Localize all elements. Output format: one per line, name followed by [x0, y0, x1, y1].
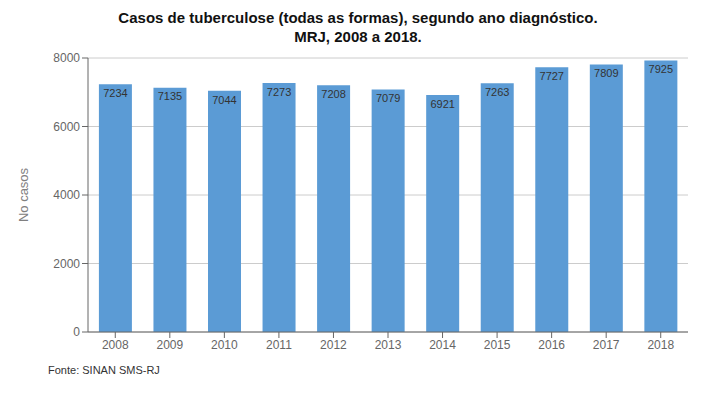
html-text:MRJ, 2008 a 2018.: MRJ, 2008 a 2018. [294, 28, 422, 45]
svg-text:No casos: No casos [16, 167, 31, 222]
svg-text:2016: 2016 [538, 338, 565, 352]
svg-text:6921: 6921 [430, 98, 454, 110]
svg-text:2000: 2000 [53, 257, 80, 271]
svg-text:7263: 7263 [485, 86, 509, 98]
svg-text:6000: 6000 [53, 120, 80, 134]
svg-text:2009: 2009 [156, 338, 183, 352]
svg-text:7208: 7208 [321, 88, 345, 100]
svg-text:7135: 7135 [158, 90, 182, 102]
svg-text:2008: 2008 [102, 338, 129, 352]
svg-text:7234: 7234 [103, 87, 127, 99]
svg-text:7727: 7727 [540, 70, 564, 82]
svg-text:7079: 7079 [376, 92, 400, 104]
svg-text:4000: 4000 [53, 188, 80, 202]
svg-text:2011: 2011 [266, 338, 292, 352]
svg-text:2017: 2017 [593, 338, 620, 352]
svg-text:0: 0 [73, 325, 80, 339]
svg-text:7925: 7925 [649, 63, 673, 75]
svg-text:2014: 2014 [429, 338, 456, 352]
svg-text:8000: 8000 [53, 51, 80, 65]
svg-text:2012: 2012 [320, 338, 347, 352]
html-text:Casos de tuberculose (todas as: Casos de tuberculose (todas as formas), … [118, 9, 598, 26]
svg-text:2010: 2010 [211, 338, 238, 352]
svg-text:2013: 2013 [375, 338, 402, 352]
html-text:Fonte: SINAN SMS-RJ: Fonte: SINAN SMS-RJ [48, 364, 160, 376]
svg-text:7044: 7044 [212, 94, 236, 106]
svg-text:2018: 2018 [647, 338, 674, 352]
svg-text:7809: 7809 [594, 67, 618, 79]
svg-text:2015: 2015 [484, 338, 511, 352]
svg-text:7273: 7273 [267, 86, 291, 98]
